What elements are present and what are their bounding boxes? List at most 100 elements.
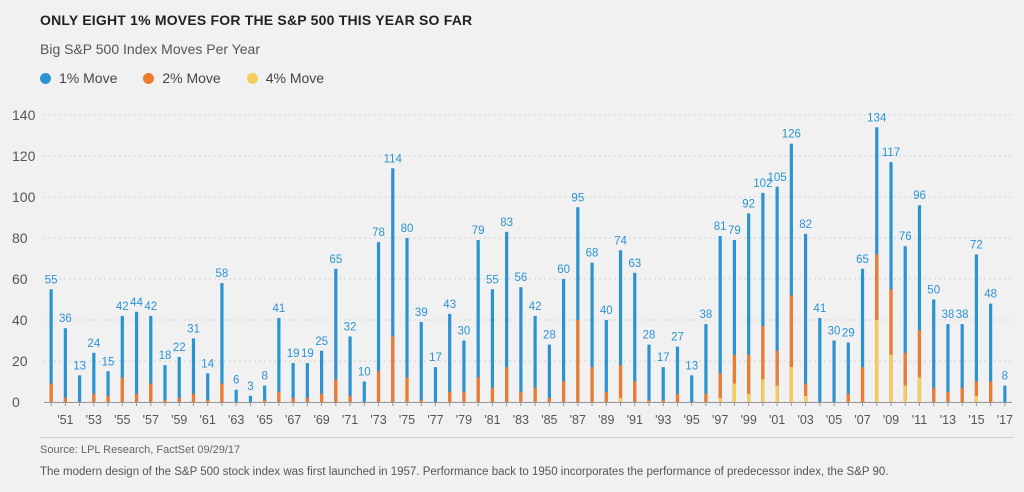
y-tick-label: 140 (12, 107, 36, 123)
bar-2pct (106, 395, 110, 402)
bar-4pct (618, 397, 623, 402)
bar-2pct (675, 393, 680, 402)
data-label: 114 (384, 153, 403, 165)
bar-1pct (519, 287, 523, 402)
legend-swatch-4pct (246, 72, 258, 84)
data-label: 96 (913, 190, 926, 202)
data-label: 126 (782, 129, 801, 141)
bar-2pct (519, 391, 523, 402)
data-label: 80 (401, 223, 414, 235)
bar-2pct (134, 393, 139, 402)
bar-1pct (92, 352, 96, 402)
y-tick-label: 0 (12, 394, 20, 410)
data-label: 92 (742, 198, 755, 210)
data-label: 63 (628, 258, 641, 270)
data-label: 38 (700, 309, 713, 321)
bar-2pct (419, 399, 423, 402)
bar-1pct (106, 371, 110, 402)
bar-1pct (177, 356, 181, 402)
bar-2pct (277, 391, 281, 402)
bar-2pct (547, 397, 551, 402)
data-label: 42 (116, 301, 129, 313)
bar-2pct (917, 330, 922, 402)
bar-2pct (220, 383, 224, 402)
bar-4pct (803, 395, 808, 402)
bar-2pct (561, 381, 566, 402)
data-label: 14 (201, 358, 214, 370)
bar-2pct (946, 391, 950, 402)
bar-2pct (846, 393, 850, 402)
bar-4pct (875, 320, 879, 402)
bar-2pct (206, 399, 210, 402)
data-label: 44 (130, 297, 143, 309)
bar-1pct (775, 186, 779, 402)
bar-4pct (789, 367, 793, 402)
y-tick-label: 120 (12, 148, 36, 164)
data-label: 65 (329, 254, 342, 266)
x-tick-label: '73 (370, 413, 386, 427)
bar-1pct (860, 268, 865, 402)
bar-1pct (533, 315, 537, 402)
x-tick-label: '03 (797, 413, 813, 427)
data-label: 60 (557, 264, 570, 276)
x-tick-label: '07 (854, 413, 870, 427)
bar-2pct (305, 397, 309, 402)
bar-1pct (832, 340, 836, 402)
data-label: 13 (685, 360, 698, 372)
data-label: 68 (586, 248, 599, 260)
data-label: 29 (842, 328, 855, 340)
bar-1pct (604, 320, 608, 402)
x-tick-label: '63 (228, 413, 244, 427)
bar-2pct (761, 326, 765, 402)
data-label: 8 (1002, 371, 1008, 383)
bar-2pct (989, 381, 993, 402)
bar-2pct (590, 367, 594, 402)
y-tick-label: 60 (12, 271, 28, 287)
bar-1pct (1003, 385, 1007, 402)
bar-1pct (675, 346, 680, 402)
bar-1pct (946, 324, 950, 402)
data-label: 42 (144, 301, 157, 313)
bar-2pct (120, 377, 124, 402)
x-tick-label: '51 (57, 413, 73, 427)
bar-1pct (291, 363, 295, 402)
x-tick-label: '77 (427, 413, 443, 427)
bar-1pct (647, 344, 651, 402)
x-tick-label: '85 (541, 413, 557, 427)
data-label: 32 (344, 321, 357, 333)
bar-4pct (747, 393, 751, 402)
bar-2pct (191, 393, 196, 402)
bar-1pct (718, 235, 722, 402)
bar-1pct (917, 205, 922, 402)
data-label: 41 (272, 303, 285, 315)
data-label: 25 (315, 336, 328, 348)
x-tick-label: '15 (968, 413, 984, 427)
x-tick-label: '09 (883, 413, 899, 427)
data-label: 6 (233, 375, 239, 387)
bar-2pct (661, 399, 665, 402)
data-label: 50 (927, 285, 940, 297)
data-label: 56 (514, 272, 527, 284)
bar-1pct (405, 238, 409, 402)
bar-4pct (917, 377, 922, 402)
bar-1pct (63, 328, 67, 402)
chart-subtitle: Big S&P 500 Index Moves Per Year (40, 41, 260, 57)
bar-1pct (732, 240, 737, 402)
legend-label-2pct: 2% Move (162, 70, 221, 86)
bar-2pct (391, 336, 395, 402)
data-label: 58 (216, 268, 229, 280)
x-tick-label: '87 (570, 413, 586, 427)
data-label: 22 (173, 342, 186, 354)
data-label: 65 (856, 254, 869, 266)
bar-2pct (505, 367, 509, 402)
bar-1pct (547, 344, 551, 402)
data-label: 81 (714, 221, 727, 233)
bar-1pct (263, 385, 267, 402)
bar-2pct (903, 352, 907, 402)
data-label: 15 (102, 356, 115, 368)
footer-divider (40, 437, 1014, 438)
bar-2pct (747, 354, 751, 402)
bar-2pct (405, 377, 409, 402)
bar-1pct (618, 250, 623, 402)
data-label: 19 (301, 348, 314, 360)
